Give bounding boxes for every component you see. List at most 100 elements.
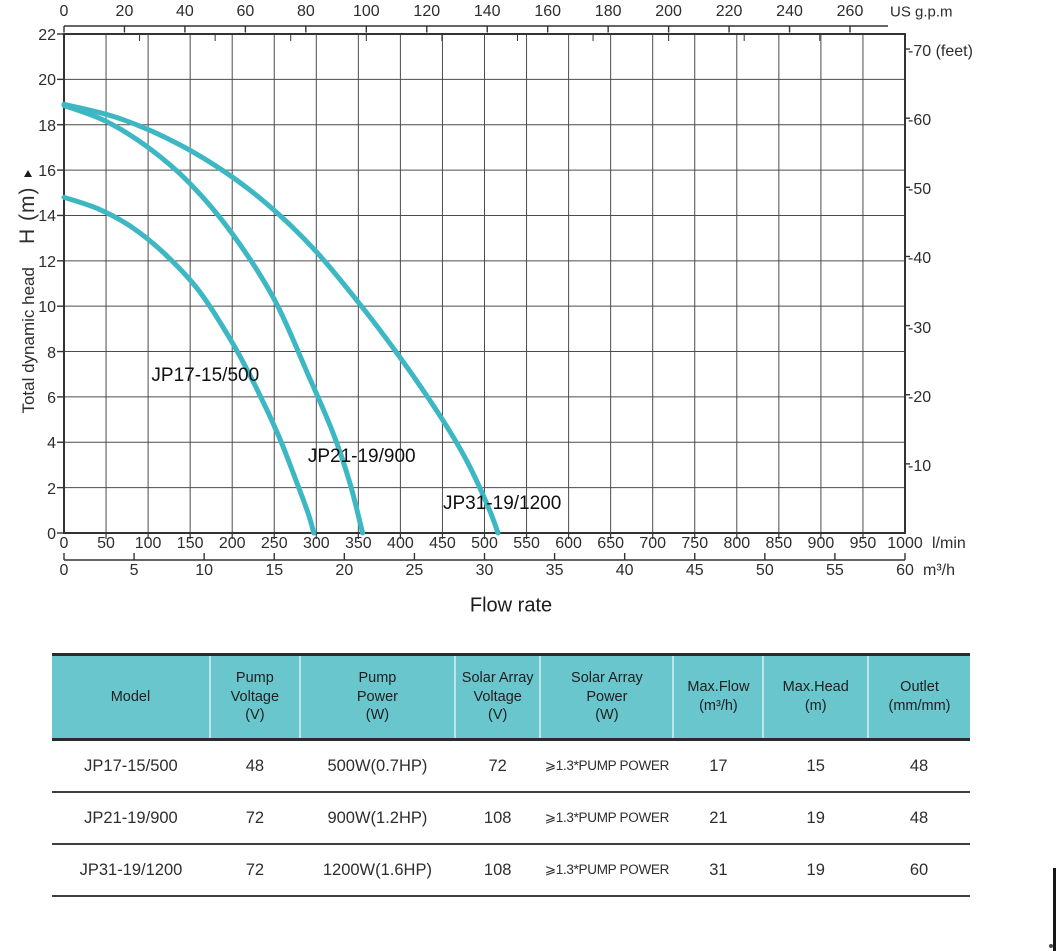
feet-tick-label: -10	[908, 457, 932, 475]
top-axis-unit-label: US g.p.m	[890, 3, 953, 21]
spec-table-container: Model Pump Voltage (V) Pump Power (W) Solar…	[52, 653, 970, 897]
curve-label-jp31-19-1200: JP31-19/1200	[442, 492, 562, 514]
table-cell: 31	[673, 844, 764, 897]
m3h-tick-label: 45	[685, 562, 704, 579]
table-cell: 60	[868, 844, 970, 897]
head-tick-label: 14	[38, 208, 56, 226]
gpm-tick-label: 60	[236, 3, 255, 20]
y-axis-title-symbol: H (m)	[16, 186, 39, 244]
table-header-row: Model Pump Voltage (V) Pump Power (W) Solar…	[52, 654, 970, 741]
gpm-tick-label: 100	[352, 3, 380, 20]
head-tick-label: 18	[38, 117, 56, 135]
table-cell: 108	[454, 792, 541, 845]
head-tick-label: 10	[38, 299, 56, 317]
gridlines	[64, 34, 905, 533]
axis-ticks	[57, 25, 910, 561]
head-tick-label: 20	[38, 72, 56, 90]
feet-tick-label: -20	[908, 388, 932, 406]
y-axis-title-text: Total dynamic head	[19, 267, 38, 414]
lmin-tick-label: 350	[344, 535, 372, 552]
head-tick-label: 12	[38, 253, 56, 271]
curve-label-jp21-19-900: JP21-19/900	[307, 446, 416, 468]
gpm-tick-label: 240	[776, 3, 803, 20]
m3h-tick-label: 0	[59, 562, 69, 579]
lmin-tick-label: 200	[218, 535, 246, 552]
head-tick-label: 2	[47, 480, 56, 498]
m3h-tick-label: 55	[826, 562, 844, 579]
feet-tick-label: -70 (feet)	[908, 43, 973, 61]
curve-jp31-19-1200	[61, 101, 501, 536]
column-header-1: Pump Voltage (V)	[208, 654, 300, 741]
table-cell: 48	[868, 792, 970, 845]
lmin-tick-label: 550	[513, 535, 540, 552]
screenshot-edge-artifact	[1053, 868, 1056, 951]
lmin-tick-label: 100	[134, 535, 162, 552]
m3h-tick-label: 20	[335, 562, 354, 579]
column-header-2: Pump Power (W)	[298, 654, 455, 741]
lmin-tick-label: 250	[260, 535, 288, 552]
lmin-tick-label: 650	[597, 535, 624, 552]
head-tick-label: 0	[47, 526, 56, 543]
table-cell: ⩾1.3*PUMP POWER	[540, 739, 674, 793]
pump-curves	[61, 101, 501, 536]
table-row: JP17-15/500 48 500W(0.7HP) 72 ⩾1.3*PUMP POWE…	[52, 739, 970, 793]
column-header-4: Solar Array Power (W)	[539, 654, 674, 741]
m3h-tick-label: 35	[545, 562, 564, 579]
lmin-tick-label: 700	[639, 535, 667, 552]
lmin-tick-label: 1000	[887, 535, 923, 552]
gpm-tick-label: 20	[115, 3, 134, 20]
gpm-tick-label: 140	[473, 3, 501, 20]
lmin-tick-label: 50	[97, 535, 115, 552]
table-cell: ⩾1.3*PUMP POWER	[540, 792, 674, 845]
lmin-tick-label: 150	[176, 535, 204, 552]
lmin-tick-label: 750	[681, 535, 709, 552]
lmin-tick-label: 0	[59, 535, 69, 552]
column-header-0: Model	[52, 654, 210, 741]
column-header-5: Max.Flow (m³/h)	[672, 654, 764, 741]
table-cell: JP21-19/900	[52, 792, 210, 845]
m3h-tick-label: 60	[896, 562, 914, 579]
gpm-tick-label: 0	[59, 3, 69, 20]
table-cell: 48	[209, 739, 300, 793]
table-cell: 21	[673, 792, 764, 845]
m3h-axis-unit-label: m³/h	[923, 562, 955, 579]
feet-tick-label: -40	[908, 250, 932, 268]
m3h-tick-label: 25	[405, 562, 424, 579]
lmin-tick-label: 850	[765, 535, 793, 552]
m3h-tick-label: 40	[615, 562, 634, 579]
lmin-tick-label: 500	[471, 535, 498, 552]
gpm-tick-label: 260	[836, 3, 864, 20]
table-cell: 19	[763, 792, 869, 845]
lmin-tick-label: 400	[387, 535, 414, 552]
head-tick-label: 16	[38, 163, 56, 181]
table-cell: 19	[763, 844, 869, 897]
y-axis-title: Total dynamic head H (m)	[16, 100, 40, 500]
y-axis-title-spacer	[19, 248, 38, 262]
column-header-3: Solar Array Voltage (V)	[453, 654, 541, 741]
table-row: JP21-19/900 72 900W(1.2HP) 108 ⩾1.3*PUMP POW…	[52, 792, 970, 845]
gpm-tick-label: 180	[594, 3, 622, 20]
table-row: JP31-19/1200 72 1200W(1.6HP) 108 ⩾1.3*PUMP P…	[52, 844, 970, 897]
gpm-tick-label: 200	[655, 3, 682, 20]
table-cell: 72	[209, 792, 300, 845]
table-cell: 108	[454, 844, 541, 897]
gpm-tick-label: 220	[715, 3, 743, 20]
m3h-tick-label: 10	[195, 562, 214, 579]
gpm-tick-label: 80	[296, 3, 315, 20]
lmin-tick-label: 950	[849, 535, 877, 552]
table-cell: 900W(1.2HP)	[299, 792, 455, 845]
curve-label-jp17-15-500: JP17-15/500	[151, 365, 260, 387]
table-cell: 72	[209, 844, 300, 897]
y-axis-direction-arrow-icon	[24, 170, 32, 177]
gpm-tick-label: 120	[413, 3, 441, 20]
gpm-tick-label: 160	[534, 3, 562, 20]
column-header-6: Max.Head (m)	[762, 654, 869, 741]
feet-tick-label: -60	[908, 112, 932, 130]
head-tick-label: 6	[47, 389, 56, 407]
m3h-tick-label: 50	[755, 562, 774, 579]
scan-artifact-dot	[1049, 944, 1053, 948]
table-cell: ⩾1.3*PUMP POWER	[540, 844, 674, 897]
column-header-7: Outlet (mm/mm)	[867, 654, 970, 741]
table-cell: 48	[868, 739, 970, 793]
